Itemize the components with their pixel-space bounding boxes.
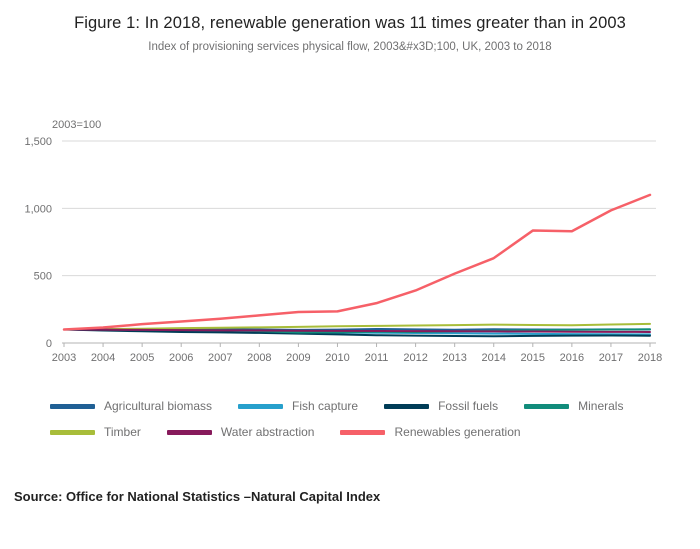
legend-item-minerals[interactable]: Minerals [524,399,623,413]
legend-label: Renewables generation [394,425,521,439]
legend-label: Water abstraction [220,425,315,439]
x-tick-label: 2018 [638,352,662,364]
x-tick-label: 2010 [325,352,349,364]
legend-item-fossil-fuels[interactable]: Fossil fuels [384,399,498,413]
chart-title: Figure 1: In 2018, renewable generation … [74,14,626,32]
x-tick-label: 2009 [286,352,310,364]
x-tick-label: 2011 [365,352,389,364]
series-line-fossil-fuels [63,328,651,338]
source-text: Source: Office for National Statistics –… [14,489,381,504]
x-tick-label: 2005 [130,352,154,364]
x-tick-label: 2012 [403,352,427,364]
legend-label: Minerals [578,399,624,413]
x-tick-label: 2006 [169,352,193,364]
legend-item-timber[interactable]: Timber [50,425,141,439]
chart-subtitle: Index of provisioning services physical … [148,41,552,53]
legend-row: Agricultural biomass Fish capture Fossil f… [50,399,700,413]
legend-swatch [524,403,570,409]
series-line-timber [63,322,651,331]
legend-row: Timber Water abstraction Renewables genera… [50,425,700,439]
legend-swatch [166,429,212,435]
y-tick-label: 1,000 [24,203,52,215]
series-line-water-abstraction [63,328,651,333]
legend-label: Agricultural biomass [104,399,213,413]
legend-swatch [50,403,95,409]
legend-label: Fossil fuels [438,399,499,413]
series-line-renewables-generation [62,193,652,331]
legend-swatch [238,403,284,409]
x-tick-label: 2017 [599,352,623,364]
legend-label: Timber [104,425,141,439]
legend-item-fish-capture[interactable]: Fish capture [238,399,358,413]
legend-item-water-abstraction[interactable]: Water abstraction [166,425,315,439]
x-tick-label: 2014 [481,352,505,364]
x-tick-label: 2003 [52,352,76,364]
x-tick-label: 2008 [247,352,271,364]
chart-legend: Agricultural biomass Fish capture Fossil f… [50,399,700,439]
x-tick-label: 2013 [442,352,466,364]
line-chart: 0 500 1,000 1,500 2003 2004 2005 2006 2007 2008 20… [24,136,662,364]
y-tick-label: 500 [34,271,52,283]
x-tick-label: 2015 [521,352,545,364]
legend-item-renewables-generation[interactable]: Renewables generation [340,425,521,439]
y-axis-unit-label: 2003=100 [52,119,102,131]
x-tick-label: 2016 [560,352,584,364]
legend-label: Fish capture [292,399,359,413]
y-tick-label: 0 [46,338,52,350]
legend-swatch [340,429,386,435]
legend-swatch [50,429,95,435]
y-tick-label: 1,500 [24,136,52,148]
legend-swatch [384,403,430,409]
legend-item-agricultural-biomass[interactable]: Agricultural biomass [50,399,212,413]
x-tick-label: 2007 [208,352,232,364]
x-tick-label: 2004 [91,352,115,364]
